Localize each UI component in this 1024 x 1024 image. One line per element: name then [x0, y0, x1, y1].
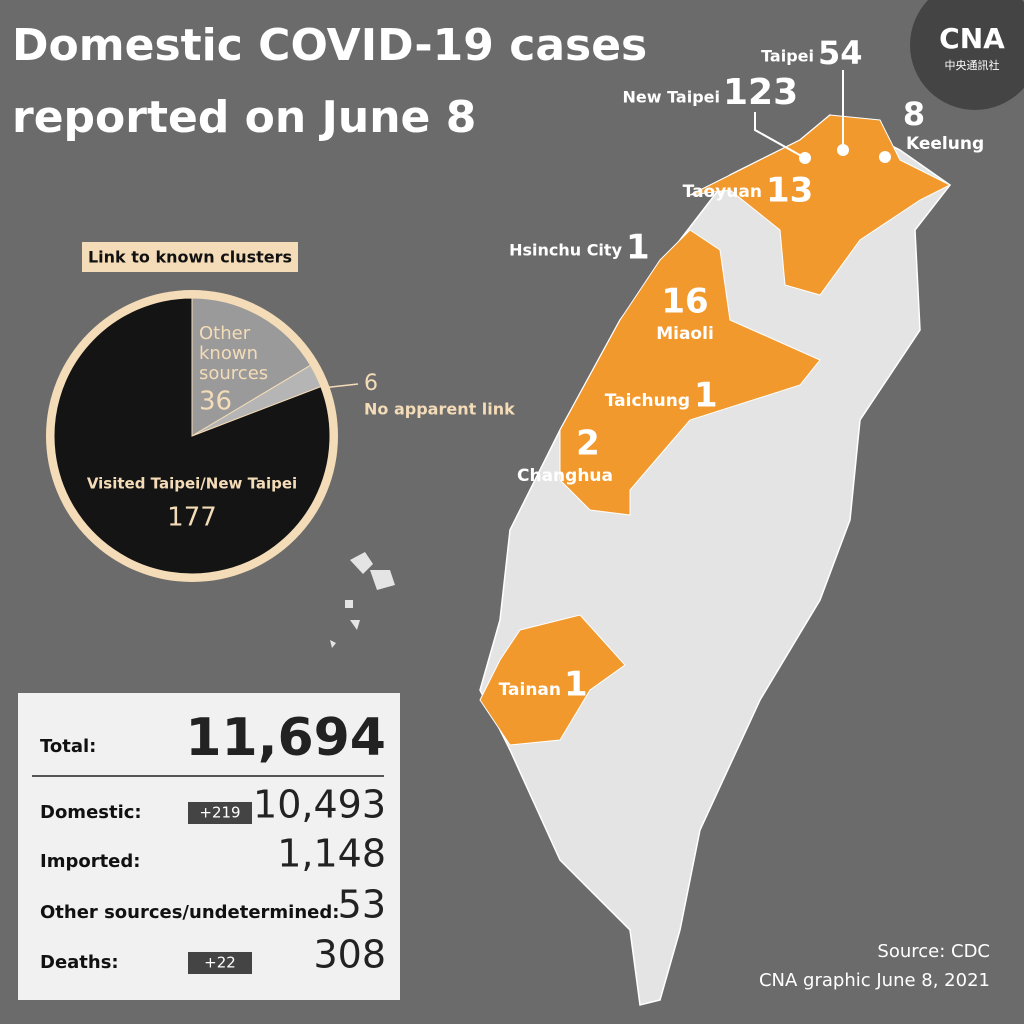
- pie-title-box: [82, 242, 298, 272]
- pie-value: 36: [199, 387, 232, 417]
- region-name: Hsinchu City: [509, 241, 623, 260]
- region-name: Changhua: [517, 466, 613, 486]
- region-name: Tainan: [499, 680, 561, 700]
- region-name: Keelung: [906, 134, 984, 154]
- source: Source: CDC: [877, 941, 990, 962]
- stat-label: Other sources/undetermined:: [40, 902, 339, 923]
- logo: CNA: [939, 22, 1005, 55]
- change-box: [188, 952, 252, 974]
- stat-label: Total:: [40, 736, 96, 757]
- stat-change: +22: [204, 954, 236, 972]
- region-cases: 13: [766, 171, 813, 211]
- region-cases: 54: [818, 34, 863, 72]
- highlight-region: [559, 229, 821, 516]
- stat-change: +219: [199, 804, 240, 822]
- pie-value: 6: [364, 371, 378, 396]
- stat-value: 53: [338, 883, 386, 927]
- stat-value: 1,148: [277, 832, 386, 876]
- region-name: Taichung: [605, 391, 690, 411]
- stats: Total: 11,694 Domestic: 10,493 +219 Imported:…: [40, 708, 386, 977]
- logo-subtitle: 中央通訊社: [945, 58, 1000, 72]
- leaders: [754, 70, 844, 159]
- region-cases: 1: [694, 376, 718, 416]
- pie-slice: [53, 297, 331, 575]
- stat-label: Deaths:: [40, 952, 119, 973]
- region-name: Taipei: [761, 47, 814, 66]
- stat-value: 308: [313, 933, 386, 977]
- region-cases: 1: [626, 228, 650, 268]
- region-name: Miaoli: [656, 324, 714, 344]
- change-box: [188, 802, 252, 824]
- stat-value: 11,694: [185, 708, 386, 768]
- stat-value: 10,493: [253, 783, 386, 827]
- pie-leader: [321, 383, 359, 389]
- pie-value: 177: [167, 503, 217, 533]
- region-cases: 16: [661, 282, 708, 322]
- stat-label: Imported:: [40, 851, 140, 872]
- logo-bg: [910, 0, 1024, 110]
- pie-label: No apparent link: [364, 400, 515, 419]
- pie-label: Visited Taipei/New Taipei: [87, 475, 297, 493]
- highlight-region: [479, 614, 626, 746]
- stats-panel: [18, 693, 400, 1000]
- region-cases: 1: [564, 665, 588, 705]
- region-cases: 8: [903, 95, 925, 133]
- pie-label: Other known sources: [199, 323, 268, 384]
- region-name: Taoyuan: [683, 182, 762, 202]
- pie-slice: [191, 297, 312, 437]
- islets: [330, 552, 395, 648]
- region-cases: 2: [576, 424, 600, 464]
- pie-title: Link to known clusters: [88, 248, 292, 267]
- credit: CNA graphic June 8, 2021: [759, 970, 990, 991]
- title-line: Domestic COVID-19 cases: [12, 20, 647, 71]
- region-name: New Taipei: [622, 88, 720, 107]
- region-cases: 123: [723, 72, 798, 113]
- title-line: reported on June 8: [12, 92, 476, 143]
- stat-label: Domestic:: [40, 802, 142, 823]
